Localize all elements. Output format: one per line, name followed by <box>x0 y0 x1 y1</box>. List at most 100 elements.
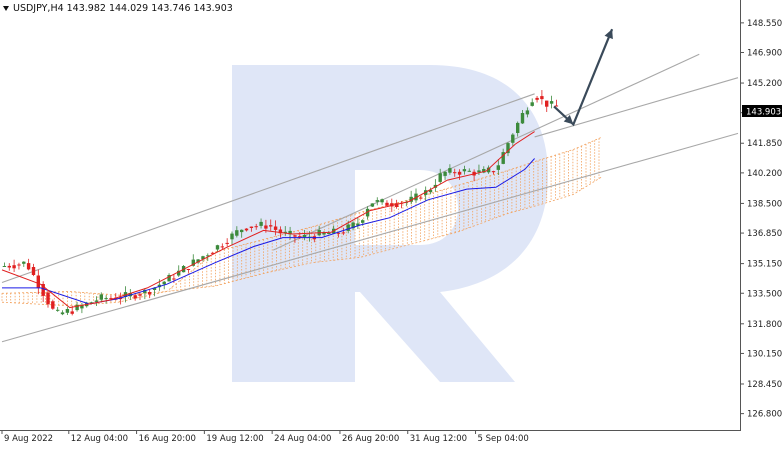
candle-body <box>215 245 220 250</box>
candle-body <box>31 267 36 275</box>
trend-channel-line[interactable] <box>1 93 535 283</box>
price-scale[interactable]: 148.550146.900145.200143.550141.850140.2… <box>740 19 782 420</box>
candle-body <box>530 102 534 106</box>
time-tick-label: 9 Aug 2022 <box>4 434 53 444</box>
candle-body <box>491 171 496 173</box>
channel-lines <box>1 53 739 343</box>
symbol-name: USDJPY,H4 <box>13 3 64 14</box>
candle-body <box>2 266 7 267</box>
candle-body <box>41 284 45 296</box>
candle-body <box>443 171 447 176</box>
candle-body <box>370 203 375 207</box>
price-tick-label: 140.200 <box>747 169 782 179</box>
trend-channel-line[interactable] <box>272 53 700 251</box>
candle-body <box>298 236 302 238</box>
candle-body <box>341 232 346 234</box>
candle-body <box>172 278 176 280</box>
candle-body <box>365 208 370 217</box>
time-tick-label: 5 Sep 04:00 <box>478 434 529 444</box>
candle-body <box>336 232 341 234</box>
candle-body <box>264 225 268 229</box>
candle-body <box>75 304 79 311</box>
candle-body <box>17 264 21 266</box>
price-tick-label: 146.900 <box>747 49 782 59</box>
close-price: 143.903 <box>193 3 233 14</box>
forecast-target-arrowhead-icon <box>604 29 613 40</box>
candle-body <box>506 143 510 154</box>
candle-body <box>12 265 16 269</box>
candle-body <box>104 298 108 300</box>
candle-body <box>457 171 462 175</box>
candle-body <box>177 270 181 276</box>
candle-body <box>65 309 70 313</box>
price-tick-label: 145.200 <box>747 79 782 89</box>
candle-body <box>186 269 191 270</box>
candle-body <box>346 224 350 231</box>
candle-body <box>467 170 471 172</box>
forecast-pullback-arrowhead-icon <box>563 114 574 125</box>
candle-body <box>60 312 65 315</box>
candle-body <box>554 105 559 107</box>
candle-body <box>414 193 418 201</box>
candle-body <box>511 134 515 143</box>
forecast-arrow <box>553 28 614 127</box>
candle-body <box>26 263 31 270</box>
trend-channel-line[interactable] <box>1 132 739 343</box>
price-tick-label: 138.500 <box>747 199 782 209</box>
candle-body <box>438 173 442 182</box>
candle-body <box>375 200 379 202</box>
price-tick-label: 133.500 <box>747 289 782 299</box>
candle-body <box>525 110 530 115</box>
candle-body <box>143 289 147 294</box>
price-tick-label: 136.850 <box>747 229 782 239</box>
candle-body <box>56 309 60 311</box>
candle-body <box>167 275 171 282</box>
price-tick-label: 131.800 <box>747 320 782 330</box>
time-tick-label: 16 Aug 20:00 <box>139 434 196 444</box>
candle-body <box>94 300 99 302</box>
candle-body <box>545 100 549 107</box>
candle-body <box>191 259 195 266</box>
high-price: 144.029 <box>108 3 149 14</box>
candle-body <box>249 226 254 228</box>
collapse-triangle-icon[interactable] <box>3 6 9 11</box>
current-price-label: 143.903 <box>742 105 782 118</box>
candle-body <box>380 199 384 203</box>
candle-body <box>148 292 152 295</box>
candle-body <box>462 169 467 172</box>
time-tick-label: 24 Aug 04:00 <box>274 434 331 444</box>
candle-body <box>273 226 278 230</box>
candle-body <box>138 294 142 296</box>
candle-body <box>482 169 486 173</box>
candle-body <box>428 189 433 193</box>
candle-body <box>46 292 50 305</box>
candle-body <box>225 242 229 244</box>
trend-channel-line[interactable] <box>534 77 739 138</box>
candle-body <box>201 256 205 260</box>
time-tick-label: 31 Aug 12:00 <box>410 434 467 444</box>
candle-body <box>254 226 258 228</box>
candle-body <box>302 234 307 238</box>
candle-body <box>293 235 297 237</box>
price-tick-label: 130.150 <box>747 349 782 359</box>
price-tick-label: 135.150 <box>747 260 782 270</box>
candle-body <box>206 255 210 257</box>
time-axis[interactable]: 9 Aug 2022 12 Aug 04:00 16 Aug 20:00 19 Aug… <box>1 430 529 444</box>
candle-body <box>80 305 84 309</box>
candle-body <box>351 222 355 229</box>
price-tick-label: 141.850 <box>747 139 782 149</box>
candle-body <box>501 152 505 164</box>
candle-body <box>278 229 283 234</box>
price-tick-label: 148.550 <box>747 19 782 29</box>
current-price-text: 143.903 <box>746 108 781 118</box>
candle-body <box>230 233 234 240</box>
candle-body <box>283 231 287 233</box>
symbol-info-bar[interactable]: USDJPY,H4 143.982 144.029 143.746 143.90… <box>3 3 233 14</box>
tenkan-sen-line <box>1 131 535 309</box>
candle-body <box>356 223 360 226</box>
candle-body <box>448 168 452 173</box>
candle-body <box>390 203 394 207</box>
candle-body <box>516 122 520 133</box>
